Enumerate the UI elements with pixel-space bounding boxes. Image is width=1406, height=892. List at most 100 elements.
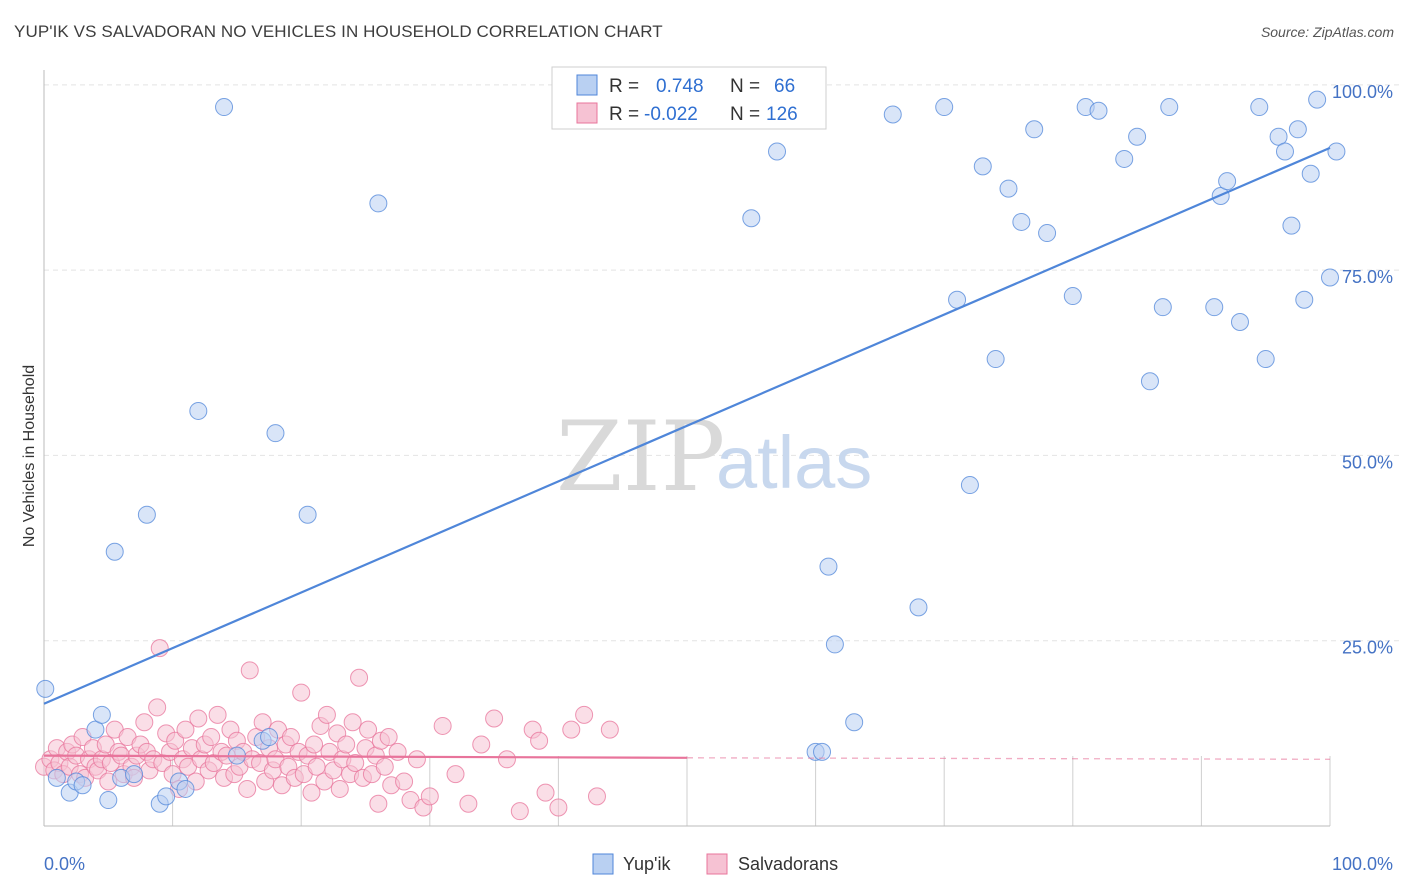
y-axis-label: No Vehicles in Household xyxy=(21,365,38,547)
yupik-point xyxy=(1025,120,1044,139)
yupik-point xyxy=(1140,372,1159,391)
salvadorans-point xyxy=(302,783,321,802)
yupik-point xyxy=(1256,350,1275,369)
salvadorans-point xyxy=(530,731,549,750)
bottom-legend-swatch-yupik xyxy=(592,853,614,875)
yupik-point xyxy=(845,713,864,732)
salvadorans-trend-extension xyxy=(686,757,1331,760)
chart-title: YUP'IK VS SALVADORAN NO VEHICLES IN HOUS… xyxy=(14,22,663,41)
salvadorans-point xyxy=(587,787,606,806)
trend-lines xyxy=(43,146,1331,760)
legend-swatch-salvadorans xyxy=(576,102,598,124)
salvadorans-point xyxy=(549,798,568,817)
yupik-point xyxy=(137,505,156,524)
salvadorans-point xyxy=(176,720,195,739)
source-label: Source: ZipAtlas.com xyxy=(1260,24,1394,40)
yupik-point xyxy=(1089,101,1108,120)
salvadorans-point xyxy=(305,735,324,754)
yupik-point xyxy=(909,598,928,617)
yupik-point xyxy=(1250,98,1269,117)
yupik-point xyxy=(883,105,902,124)
yupik-point xyxy=(1012,212,1031,231)
yupik-point xyxy=(105,542,124,561)
legend-r-label-1: R = xyxy=(609,76,639,97)
yupik-point xyxy=(1128,127,1147,146)
salvadorans-point xyxy=(307,757,326,776)
watermark-atlas: atlas xyxy=(716,421,872,504)
bottom-legend-swatch-salvadorans xyxy=(706,853,728,875)
yupik-point xyxy=(1308,90,1327,109)
salvadorans-point xyxy=(536,783,555,802)
yupik-point xyxy=(935,98,954,117)
yupik-point xyxy=(1321,268,1339,287)
salvadorans-point xyxy=(208,705,227,724)
salvadorans-point xyxy=(433,716,452,735)
yupik-point xyxy=(1327,142,1346,161)
legend-r-value-salvadorans: -0.022 xyxy=(644,104,698,125)
salvadorans-point xyxy=(202,728,221,747)
yupik-point xyxy=(92,705,111,724)
legend-n-value-yupik: 66 xyxy=(774,76,795,97)
bottom-legend-label-yupik: Yup'ik xyxy=(623,854,671,874)
yupik-point xyxy=(1038,224,1057,243)
yupik-point xyxy=(1269,127,1288,146)
stats-legend-box xyxy=(551,66,827,130)
yupik-point xyxy=(1160,98,1179,117)
salvadorans-point xyxy=(343,713,362,732)
yupik-point xyxy=(157,787,176,806)
legend-r-label-2: R = xyxy=(609,104,639,125)
y-tick-label: 50.0% xyxy=(1342,452,1393,472)
x-tick-label: 100.0% xyxy=(1332,854,1393,874)
salvadorans-point xyxy=(189,709,208,728)
yupik-point xyxy=(1218,172,1237,191)
yupik-point xyxy=(1295,290,1314,309)
salvadorans-point xyxy=(330,779,349,798)
salvadorans-point xyxy=(510,802,529,821)
yupik-point xyxy=(825,635,844,654)
stats-legend: R = 0.748 N = 66 R = -0.022 N = 126 xyxy=(551,66,827,130)
yupik-point xyxy=(813,742,832,761)
yupik-point xyxy=(1063,287,1082,306)
legend-r-value-yupik: 0.748 xyxy=(656,76,704,97)
salvadorans-point xyxy=(485,709,504,728)
salvadorans-point xyxy=(350,668,369,687)
salvadorans-point xyxy=(346,754,365,772)
yupik-trend-line xyxy=(43,146,1331,705)
salvadorans-point xyxy=(562,720,581,739)
series-legend: Yup'ik Salvadorans xyxy=(592,853,838,875)
watermark-zip: ZIP xyxy=(556,401,725,513)
salvadorans-point xyxy=(472,735,491,754)
yupik-point xyxy=(986,350,1005,369)
y-tick-label: 100.0% xyxy=(1332,82,1393,102)
yupik-point xyxy=(73,776,92,795)
salvadorans-point xyxy=(135,713,154,732)
yupik-point xyxy=(960,476,979,495)
salvadorans-point xyxy=(395,772,414,791)
yupik-point xyxy=(1153,298,1172,317)
y-tick-label: 75.0% xyxy=(1342,267,1393,287)
yupik-point xyxy=(189,401,208,420)
salvadorans-point xyxy=(359,720,378,739)
salvadorans-point xyxy=(281,728,300,747)
yupik-point xyxy=(260,728,279,747)
yupik-point xyxy=(1205,298,1224,317)
salvadorans-point xyxy=(337,735,356,754)
salvadorans-point xyxy=(446,765,465,784)
yupik-point xyxy=(1230,313,1249,331)
salvadorans-point xyxy=(407,750,426,769)
salvadorans-point xyxy=(292,683,311,702)
salvadorans-point xyxy=(369,794,388,813)
salvadorans-point xyxy=(253,713,272,732)
legend-n-label-2: N = xyxy=(730,104,760,125)
yupik-point xyxy=(819,557,838,576)
salvadorans-point xyxy=(148,698,167,717)
salvadorans-point xyxy=(238,779,257,798)
yupik-point xyxy=(36,679,55,698)
salvadorans-point xyxy=(575,705,594,724)
salvadorans-point xyxy=(317,705,336,724)
yupik-point xyxy=(369,194,388,213)
yupik-point xyxy=(176,779,195,798)
y-tick-label: 25.0% xyxy=(1342,638,1393,658)
gridlines xyxy=(44,84,1400,826)
